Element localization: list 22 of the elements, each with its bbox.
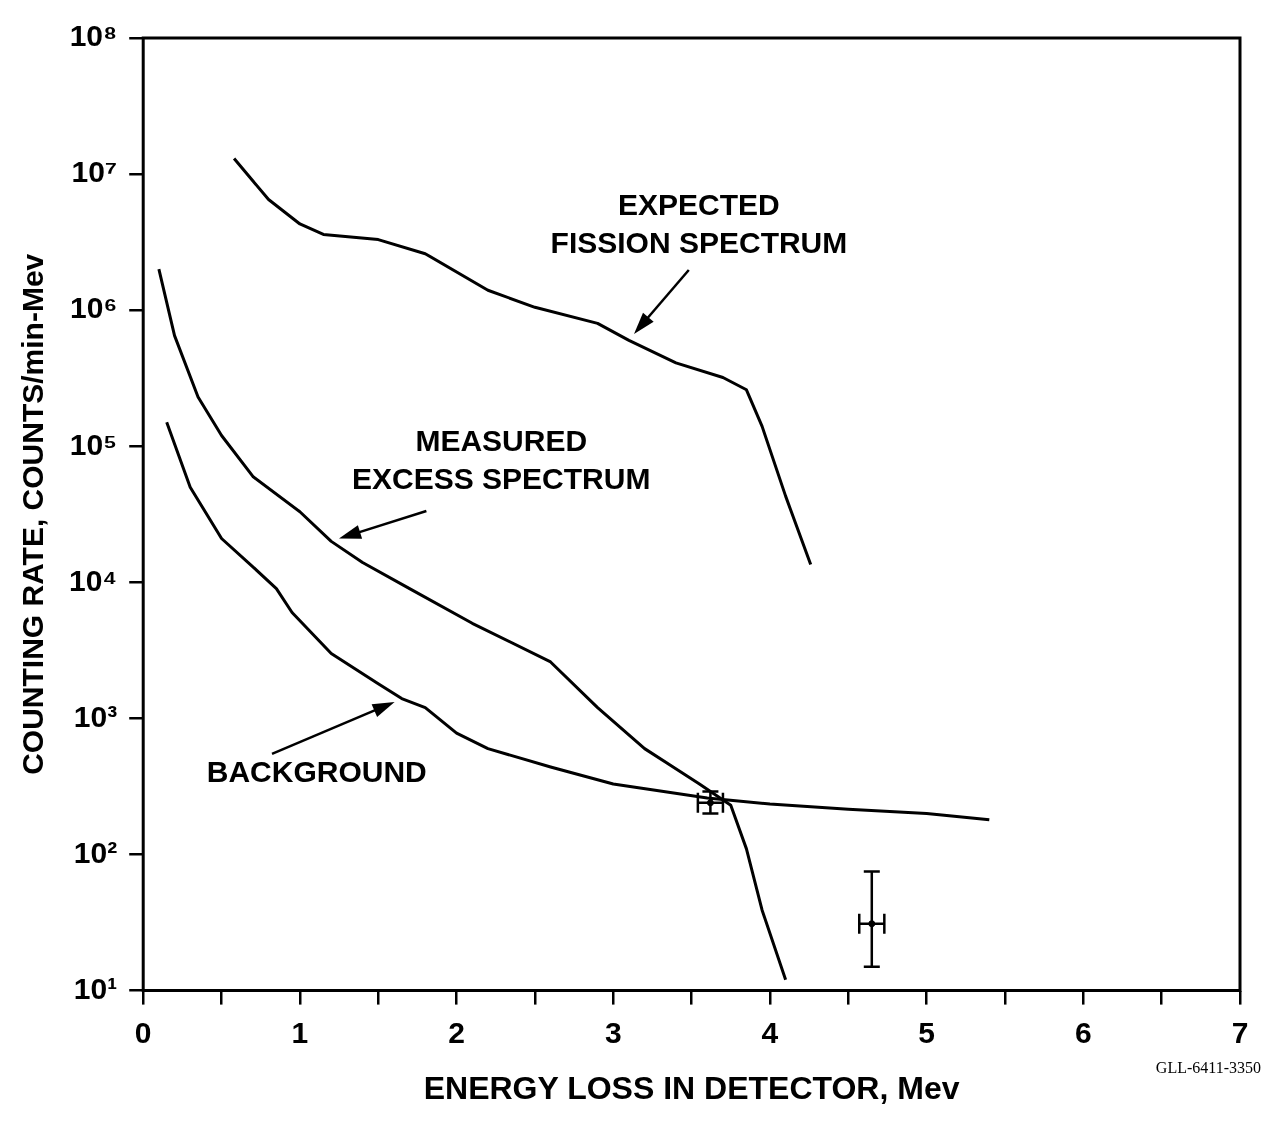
- x-tick-label: 0: [134, 1015, 152, 1049]
- y-tick-label: 10⁵: [69, 427, 118, 461]
- y-tick-label: 10²: [73, 835, 118, 869]
- x-tick-label: 3: [604, 1015, 622, 1049]
- x-tick-label: 5: [918, 1015, 935, 1049]
- y-tick-label: 10³: [73, 699, 118, 733]
- annotation: EXPECTED FISSION SPECTRUM: [550, 187, 848, 259]
- y-tick-label: 10⁴: [68, 563, 118, 597]
- y-tick-label: 10⁸: [69, 19, 118, 53]
- annotation: BACKGROUND: [206, 754, 427, 788]
- x-tick-label: 7: [1231, 1015, 1249, 1049]
- annotation: MEASURED EXCESS SPECTRUM: [352, 423, 651, 495]
- x-tick-label: 1: [291, 1015, 309, 1049]
- y-tick-label: 10¹: [73, 971, 118, 1005]
- x-tick-label: 4: [761, 1015, 779, 1049]
- x-axis-title: ENERGY LOSS IN DETECTOR, Mev: [423, 1069, 960, 1106]
- y-tick-label: 10⁶: [70, 291, 118, 325]
- text: GLL-6411-3350: [1155, 1058, 1261, 1076]
- x-tick-label: 2: [448, 1015, 465, 1049]
- y-axis-title: COUNTING RATE, COUNTS/min-Mev: [16, 253, 50, 775]
- x-tick-label: 6: [1074, 1015, 1092, 1049]
- y-tick-label: 10⁷: [71, 155, 118, 189]
